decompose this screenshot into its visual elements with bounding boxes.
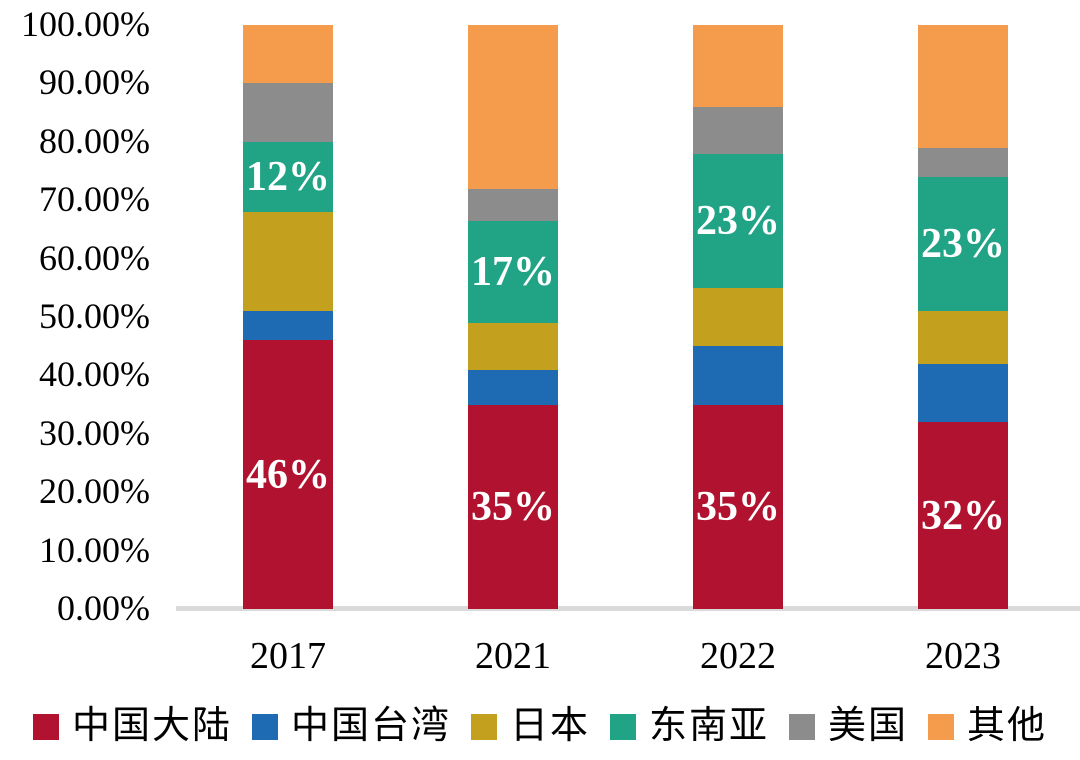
y-axis-tick-label: 60.00% [39, 237, 150, 278]
segment-value-label: 32% [921, 492, 1005, 539]
y-axis-tick-label: 100.00% [21, 4, 150, 45]
bar-segment [918, 25, 1008, 148]
bar-segment: 12% [243, 141, 333, 212]
legend-label: 美国 [828, 705, 909, 748]
bar-segment [243, 83, 333, 142]
y-axis-tick-label: 0.00% [57, 588, 150, 629]
bar-segment [693, 106, 783, 154]
legend-color-swatch [610, 713, 636, 740]
legend-color-swatch [789, 713, 816, 740]
legend-label: 东南亚 [649, 705, 770, 748]
legend-label: 中国大陆 [71, 705, 232, 748]
legend-item: 中国大陆 [32, 705, 232, 748]
x-axis-baseline [176, 606, 1080, 611]
y-axis-tick-label: 70.00% [39, 179, 150, 220]
bar-segment [693, 287, 783, 347]
bar-segment [918, 363, 1008, 423]
segment-value-label: 46% [246, 451, 330, 498]
x-axis-label: 2021 [475, 635, 551, 677]
legend-item: 中国台湾 [251, 705, 451, 748]
bar-segment: 32% [918, 422, 1008, 609]
bar-column-2021: 35% 17% [468, 25, 558, 609]
bar-column-2023: 32% 23% [918, 25, 1008, 609]
legend-label: 中国台湾 [290, 705, 451, 748]
bar-segment [468, 369, 558, 405]
legend-color-swatch [32, 713, 59, 740]
legend-item: 东南亚 [610, 705, 770, 748]
segment-value-label: 35% [696, 483, 780, 530]
bar-segment [243, 211, 333, 312]
y-axis-tick-label: 30.00% [39, 412, 150, 453]
bar-column-2022: 35% 23% [693, 25, 783, 609]
plot-area: 46% 12% 35% 17% 35% 23% 32% 23% [180, 25, 1080, 609]
y-axis-tick-label: 50.00% [39, 296, 150, 337]
bar-column-2017: 46% 12% [243, 25, 333, 609]
bar-segment: 46% [243, 340, 333, 609]
bar-segment [693, 25, 783, 107]
y-axis-tick-label: 10.00% [39, 529, 150, 570]
segment-value-label: 12% [246, 153, 330, 200]
legend-color-swatch [251, 713, 278, 740]
x-axis-label: 2022 [700, 635, 776, 677]
legend-label: 日本 [509, 705, 590, 748]
segment-value-label: 17% [471, 248, 555, 295]
bar-segment [243, 311, 333, 341]
bar-segment [918, 147, 1008, 177]
bar-segment [468, 188, 558, 221]
chart-legend: 中国大陆 中国台湾 日本 东南亚 美国 其他 [0, 700, 1080, 754]
bar-segment [243, 25, 333, 84]
legend-item: 日本 [470, 705, 590, 748]
bar-segment: 23% [918, 176, 1008, 312]
y-axis-tick-label: 90.00% [39, 62, 150, 103]
segment-value-label: 23% [696, 197, 780, 244]
x-axis-label: 2017 [250, 635, 326, 677]
bar-segment [918, 311, 1008, 364]
bar-segment: 35% [693, 404, 783, 609]
bar-segment: 23% [693, 153, 783, 288]
segment-value-label: 35% [471, 483, 555, 530]
y-axis-tick-label: 40.00% [39, 354, 150, 395]
legend-item: 其他 [928, 705, 1048, 748]
segment-value-label: 23% [921, 221, 1005, 268]
y-axis-tick-label: 80.00% [39, 120, 150, 161]
legend-item: 美国 [789, 705, 909, 748]
y-axis-tick-label: 20.00% [39, 471, 150, 512]
bar-segment [468, 25, 558, 189]
bar-segment: 17% [468, 220, 558, 323]
bar-segment [693, 346, 783, 405]
legend-color-swatch [928, 713, 955, 740]
bar-segment [468, 322, 558, 370]
legend-label: 其他 [967, 705, 1048, 748]
legend-color-swatch [470, 713, 497, 740]
x-axis-label: 2023 [925, 635, 1001, 677]
bar-segment: 35% [468, 404, 558, 609]
